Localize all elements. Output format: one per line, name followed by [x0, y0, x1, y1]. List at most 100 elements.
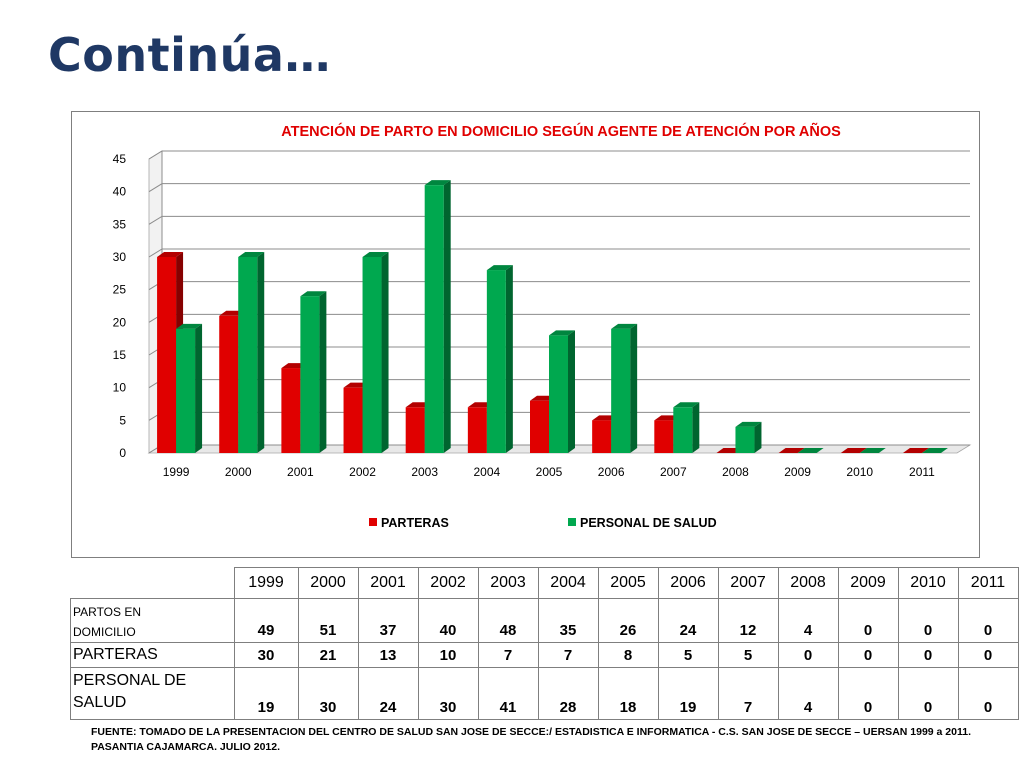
bar-top	[549, 330, 575, 336]
bar-top	[673, 402, 700, 408]
table-row-label: PERSONAL DE SALUD	[70, 667, 235, 720]
table-cell: 4	[777, 667, 839, 720]
x-tick-label: 2001	[287, 465, 314, 479]
bar-personal-de-salud	[673, 402, 700, 453]
x-tick-label: 2007	[660, 465, 687, 479]
source-note-line-2: PASANTIA CAJAMARCA. JULIO 2012.	[91, 741, 281, 753]
table-year-header: 2004	[537, 567, 599, 599]
bar-side	[443, 180, 451, 453]
bar-top	[176, 323, 203, 329]
table-cell: 0	[957, 667, 1019, 720]
table-cell: 35	[537, 598, 599, 643]
table-row-label: PARTERAS	[70, 642, 235, 668]
table-year-header: 2011	[957, 567, 1019, 599]
bar-side	[754, 421, 762, 453]
table-cell: 19	[657, 667, 719, 720]
table-cell: 10	[417, 642, 479, 668]
bar-personal-de-salud	[735, 421, 762, 453]
chart-legend: PARTERAS PERSONAL DE SALUD	[369, 516, 717, 530]
bar-top	[300, 291, 327, 297]
bar-top	[797, 448, 824, 453]
bar-front	[176, 328, 196, 453]
bar-side	[381, 252, 389, 453]
x-tick-label: 2000	[225, 465, 252, 479]
table-cell: 4	[777, 598, 839, 643]
table-header-row: 1999 2000 2001 2002 2003 2004 2005 2006 2007 2008…	[70, 567, 1019, 599]
y-tick-label: 30	[113, 250, 127, 264]
table-cell: 18	[597, 667, 659, 720]
table-cell: 30	[297, 667, 359, 720]
bar-front	[467, 407, 487, 453]
table-year-header: 2009	[837, 567, 899, 599]
bar-top	[840, 448, 867, 453]
table-cell: 5	[657, 642, 719, 668]
x-tick-label: 2002	[349, 465, 376, 479]
x-tick-label: 2008	[722, 465, 749, 479]
table-cell: 0	[957, 642, 1019, 668]
table-year-header: 2002	[417, 567, 479, 599]
y-tick-label: 35	[113, 217, 127, 231]
table-cell: 0	[837, 642, 899, 668]
table-year-header: 2010	[897, 567, 959, 599]
table-corner-cell	[70, 567, 235, 599]
table-cell: 51	[297, 598, 359, 643]
chart-bars	[157, 180, 948, 453]
y-tick-label: 0	[119, 446, 126, 460]
table-cell: 24	[657, 598, 719, 643]
bar-personal-de-salud	[424, 180, 451, 453]
table-year-header: 2008	[777, 567, 839, 599]
bar-personal-de-salud	[921, 448, 948, 453]
table-year-header: 1999	[233, 567, 299, 599]
x-axis-ticks: 1999 2000 2001 2002 2003 2004 2005 2006 2007 2008…	[163, 465, 935, 479]
bar-front	[362, 257, 382, 453]
bar-side	[630, 323, 638, 453]
table-body: PARTOS EN DOMICILIO 49 51 37 40 48 35 26 24 12 4 0 0 0…	[70, 598, 1019, 720]
table-cell: 28	[537, 667, 599, 720]
table-year-header: 2000	[297, 567, 359, 599]
x-tick-label: 2004	[473, 465, 500, 479]
bar-top	[859, 448, 886, 453]
bar-personal-de-salud	[549, 330, 575, 453]
table-cell: 30	[233, 642, 299, 668]
chart-frame: ATENCIÓN DE PARTO EN DOMICILIO SEGÚN AGE…	[71, 111, 980, 558]
data-table: 1999 2000 2001 2002 2003 2004 2005 2006 2007 2008…	[70, 567, 1019, 720]
table-cell: 8	[597, 642, 659, 668]
table-cell: 13	[357, 642, 419, 668]
y-tick-label: 10	[113, 381, 127, 395]
bar-side	[257, 252, 265, 453]
bar-personal-de-salud	[486, 265, 513, 453]
y-tick-label: 20	[113, 315, 127, 329]
table-row: PERSONAL DE SALUD 19 30 24 30 41 28 18 19 7 4 0 0 0	[70, 667, 1019, 720]
table-year-header: 2007	[717, 567, 779, 599]
table-cell: 30	[417, 667, 479, 720]
bar-top	[486, 265, 513, 271]
gridline	[148, 215, 970, 225]
legend-label: PERSONAL DE SALUD	[580, 516, 717, 530]
bar-top	[902, 448, 929, 453]
legend-swatch	[568, 518, 576, 526]
y-tick-label: 40	[113, 185, 127, 199]
bar-front	[611, 328, 631, 453]
table-cell: 7	[477, 642, 539, 668]
bar-front	[673, 407, 693, 453]
bar-front	[405, 407, 425, 453]
table-cell: 24	[357, 667, 419, 720]
chart-title: ATENCIÓN DE PARTO EN DOMICILIO SEGÚN AGE…	[281, 122, 841, 140]
table-row-label: PARTOS EN DOMICILIO	[70, 598, 235, 643]
y-axis-ticks: 0 5 10 15 20 25 30 35 40 45	[113, 152, 127, 460]
table-year-header: 2003	[477, 567, 539, 599]
y-tick-label: 15	[113, 348, 127, 362]
table-cell: 26	[597, 598, 659, 643]
table-cell: 37	[357, 598, 419, 643]
gridline	[148, 313, 970, 323]
x-tick-label: 2009	[784, 465, 811, 479]
table-cell: 0	[957, 598, 1019, 643]
table-cell: 0	[897, 667, 959, 720]
bar-parteras	[902, 448, 929, 453]
y-tick-label: 25	[113, 283, 127, 297]
bar-side	[319, 291, 327, 453]
bar-front	[424, 185, 444, 453]
bar-front	[219, 315, 239, 453]
bar-front	[549, 335, 568, 453]
bar-parteras	[840, 448, 867, 453]
